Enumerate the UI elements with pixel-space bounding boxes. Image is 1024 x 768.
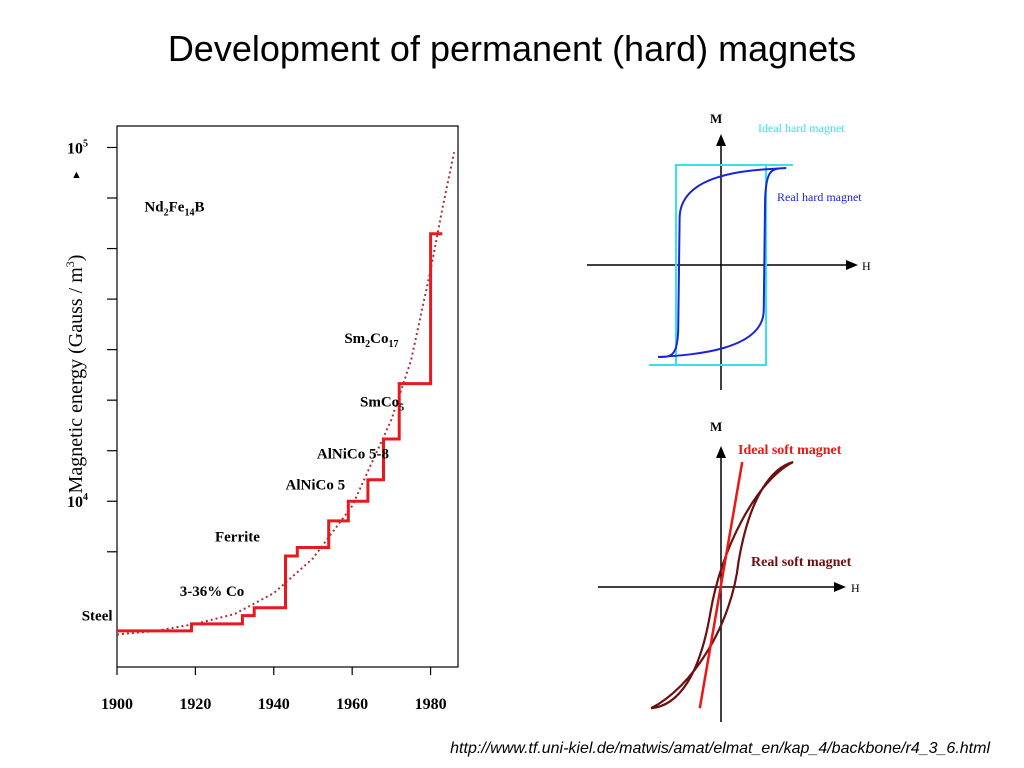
x-tick-label: 1940 xyxy=(258,696,290,713)
ideal-hard-label: Ideal hard magnet xyxy=(758,121,845,135)
real-soft-loop xyxy=(650,460,794,710)
x-tick-label: 1980 xyxy=(415,696,447,713)
material-label: SmCo5 xyxy=(360,395,404,414)
h-axis-label: H xyxy=(862,259,871,273)
h-axis-arrow xyxy=(846,260,858,270)
material-label: Nd2Fe14B xyxy=(144,199,204,218)
y-axis-label-sup: 3 xyxy=(63,261,77,267)
material-label: Sm2Co17 xyxy=(344,331,398,350)
m-axis-label: M xyxy=(710,419,722,434)
y-axis-label: Magnetic energy (Gauss / m3) xyxy=(63,255,87,494)
x-tick-labels: 1900 1920 1940 1960 1980 xyxy=(101,667,447,713)
x-tick-label: 1920 xyxy=(179,696,211,713)
source-url: http://www.tf.uni-kiel.de/matwis/amat/el… xyxy=(450,740,990,757)
h-axis-label: H xyxy=(851,581,860,595)
x-tick-label: 1960 xyxy=(336,696,368,713)
x-tick-label: 1900 xyxy=(101,696,133,713)
material-label: Ferrite xyxy=(215,529,260,545)
material-label: 3-36% Co xyxy=(180,584,245,600)
y-tick-label: 104 xyxy=(67,492,88,511)
m-axis-label: M xyxy=(710,111,722,126)
chart-frame xyxy=(116,125,459,668)
material-label: AlNiCo 5-8 xyxy=(317,447,389,463)
m-axis-arrow xyxy=(716,446,726,458)
trend-dotted-line xyxy=(116,151,456,636)
y-tick-marks xyxy=(107,146,117,553)
record-step-line xyxy=(117,232,443,633)
real-soft-label: Real soft magnet xyxy=(751,555,852,570)
material-labels: Steel 3-36% Co Ferrite AlNiCo 5 AlNiCo 5-8 Sm… xyxy=(82,199,404,624)
ideal-soft-line xyxy=(698,461,744,709)
ideal-hard-loop xyxy=(649,164,793,366)
h-axis-arrow xyxy=(834,582,846,592)
material-label: Steel xyxy=(82,609,113,625)
y-tick-labels: 104 105 xyxy=(67,138,88,511)
y-axis-label-close: ) xyxy=(65,255,87,262)
ideal-soft-label: Ideal soft magnet xyxy=(738,443,842,458)
material-label: AlNiCo 5 xyxy=(286,477,346,493)
y-axis-label-main: Magnetic energy (Gauss / m xyxy=(65,267,87,494)
real-hard-loop xyxy=(657,167,787,358)
axis-arrow-glyph: ▲ xyxy=(71,169,82,181)
real-hard-label: Real hard magnet xyxy=(777,190,862,204)
hard-magnet-hysteresis: H M Ideal hard magnet Real hard magnet xyxy=(587,111,871,390)
y-tick-label: 105 xyxy=(67,138,88,157)
slide-title: Development of permanent (hard) magnets xyxy=(167,28,857,69)
magnet-energy-chart: 1900 1920 1940 1960 1980 104 105 ▲ Magnetic e… xyxy=(63,125,459,713)
m-axis-arrow xyxy=(716,134,726,146)
soft-magnet-hysteresis: H M Ideal soft magnet Real soft magnet xyxy=(598,419,860,722)
